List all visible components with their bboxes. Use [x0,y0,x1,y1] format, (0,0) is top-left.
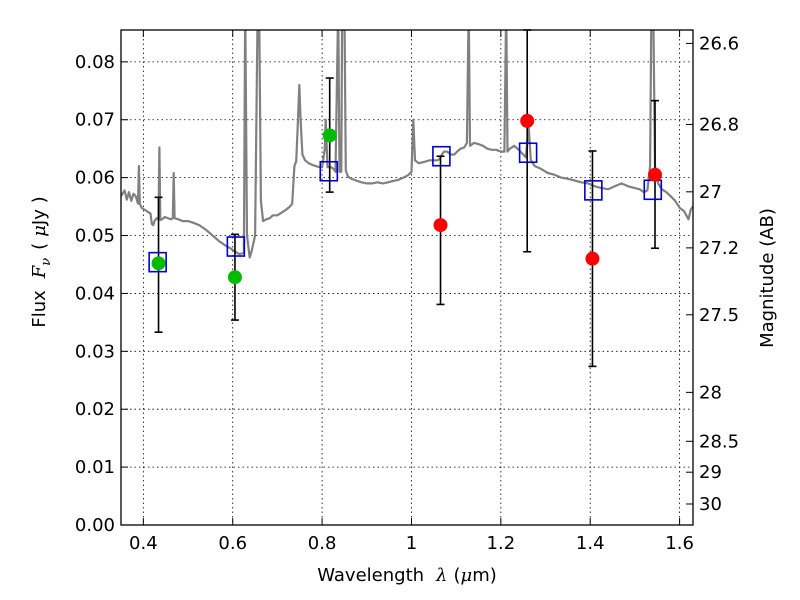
optical-data-point [151,256,166,271]
y-tick-label: 0.04 [75,283,115,304]
y2-tick-label: 27.5 [699,305,739,326]
model-point-square [584,180,603,201]
x-tick-label: 1 [406,533,417,554]
nir-data-point [585,251,600,266]
y2-tick-label: 27 [699,182,722,203]
plot-frame [120,29,694,526]
y2-tick-label: 26.8 [699,114,739,135]
y2-tick-label: 28 [699,382,722,403]
x-tick-label: 0.4 [129,533,158,554]
y-tick-label: 0.07 [75,110,115,131]
tick-labels: 0.4 0.6 0.8 1 1.2 1.4 1.6 0.00 0.01 0.02 0.03 0.04 0… [75,33,739,554]
model-point-square [432,145,451,167]
model-point-square [148,251,167,273]
y2-tick-label: 27.2 [699,238,739,259]
model-point-square [518,142,538,164]
y2-tick-label: 26.6 [699,33,739,54]
data-area [121,30,693,259]
optical-data-point [322,128,337,143]
y2-axis-title: Magnitude (AB) [757,208,778,348]
y2-tick-label: 30 [699,494,722,515]
y-tick-label: 0.08 [75,52,115,73]
optical-data-point [227,270,242,285]
model-point-square [226,236,246,257]
x-tick-label: 1.6 [665,533,694,554]
model-point-square [319,160,339,182]
model-spectrum-line [121,30,693,259]
x-tick-label: 1.4 [576,533,605,554]
y2-tick-label: 29 [699,462,722,483]
y-tick-label: 0.03 [75,341,115,362]
y-tick-label: 0.00 [75,515,115,536]
x-tick-label: 1.2 [487,533,516,554]
y-tick-label: 0.05 [75,226,115,247]
y2-tick-label: 28.5 [699,431,739,452]
y-tick-label: 0.01 [75,457,115,478]
nir-data-point [433,218,448,233]
plot-background [121,30,693,525]
x-axis-title: Wavelength λ (μm) [317,565,497,586]
x-tick-label: 0.8 [308,533,337,554]
y-tick-label: 0.02 [75,399,115,420]
y-axis-title: FluxFν(μJy ) [29,196,54,327]
nir-data-point [648,167,663,182]
ticks [121,30,693,526]
nir-data-point [520,113,535,128]
y-tick-label: 0.06 [75,168,115,189]
x-tick-label: 0.6 [218,533,247,554]
